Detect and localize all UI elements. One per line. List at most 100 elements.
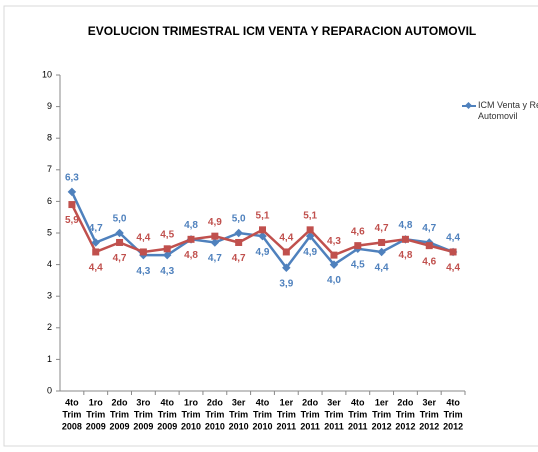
value-label: 4,6 (351, 226, 365, 237)
marker (139, 248, 147, 256)
x-tick-label: 2012 (372, 421, 392, 431)
value-label: 4,5 (160, 229, 174, 240)
y-tick-label: 3 (47, 291, 52, 301)
value-label: 4,6 (422, 256, 436, 267)
x-tick-label: Trim (301, 409, 320, 419)
y-tick-label: 4 (47, 259, 52, 269)
x-tick-label: Trim (324, 409, 343, 419)
x-tick-label: Trim (420, 409, 439, 419)
x-tick-label: Trim (277, 409, 296, 419)
y-tick-label: 9 (47, 101, 52, 111)
x-tick-label: Trim (86, 409, 105, 419)
x-tick-label: 2012 (443, 421, 463, 431)
value-label: 4,7 (89, 223, 103, 234)
x-tick-label: 2011 (348, 421, 368, 431)
value-label: 4,8 (184, 250, 198, 261)
value-label: 5,0 (113, 214, 127, 225)
chart-border (3, 5, 538, 447)
value-label: 4,4 (279, 233, 293, 244)
y-tick-label: 8 (47, 133, 52, 143)
value-label: 4,9 (208, 217, 222, 228)
x-tick-label: Trim (396, 409, 415, 419)
x-tick-label: 2009 (86, 421, 106, 431)
marker (354, 242, 362, 250)
x-tick-label: 4to (351, 397, 365, 407)
marker (162, 250, 172, 260)
x-tick-label: 2010 (205, 421, 225, 431)
marker (116, 238, 124, 246)
value-label: 4,7 (232, 253, 246, 264)
x-tick-label: 2009 (133, 421, 153, 431)
x-tick-label: Trim (158, 409, 177, 419)
x-tick-label: 3ro (136, 397, 151, 407)
x-tick-label: Trim (62, 409, 81, 419)
x-tick-label: 3er (423, 397, 437, 407)
marker (67, 187, 77, 197)
x-tick-label: 2012 (395, 421, 415, 431)
legend-marker (464, 101, 473, 110)
x-tick-label: 1ro (184, 397, 199, 407)
x-tick-label: 1ro (89, 397, 104, 407)
x-tick-label: 2010 (229, 421, 249, 431)
marker (187, 235, 195, 243)
x-tick-label: 2010 (181, 421, 201, 431)
y-tick-label: 7 (47, 164, 52, 174)
marker (235, 238, 243, 246)
value-label: 4,5 (351, 259, 365, 270)
value-label: 5,1 (303, 210, 317, 221)
x-tick-label: 4to (446, 397, 460, 407)
value-label: 5,1 (256, 210, 270, 221)
x-tick-label: 2do (397, 397, 414, 407)
x-tick-label: Trim (229, 409, 248, 419)
marker (378, 238, 386, 246)
value-label: 4,7 (208, 253, 222, 264)
marker (425, 242, 433, 250)
y-tick-label: 6 (47, 196, 52, 206)
legend: ICM Venta y Reparacion Automovil (478, 100, 538, 122)
x-tick-label: 2do (207, 397, 224, 407)
marker (259, 226, 266, 234)
marker (282, 263, 291, 273)
marker (449, 248, 457, 256)
marker (282, 248, 290, 256)
x-tick-label: Trim (253, 409, 272, 419)
y-tick-label: 10 (42, 69, 52, 79)
x-tick-label: 2011 (300, 421, 320, 431)
y-tick-label: 5 (47, 227, 52, 237)
x-tick-label: 2do (302, 397, 319, 407)
x-tick-label: Trim (372, 409, 391, 419)
marker (306, 226, 314, 234)
x-tick-label: 4to (256, 397, 270, 407)
marker (377, 247, 386, 257)
chart-title: EVOLUCION TRIMESTRAL ICM VENTA Y REPARAC… (88, 24, 476, 38)
x-tick-label: 2009 (157, 421, 177, 431)
value-label: 6,3 (65, 173, 79, 184)
marker (211, 232, 219, 240)
x-tick-label: Trim (134, 409, 153, 419)
value-label: 4,4 (446, 263, 460, 274)
x-tick-label: 2011 (277, 421, 297, 431)
marker (258, 231, 267, 241)
x-tick-label: Trim (110, 409, 129, 419)
marker (305, 231, 315, 241)
value-label: 4,8 (184, 220, 198, 231)
value-label: 4,4 (136, 233, 150, 244)
marker (329, 260, 339, 269)
x-tick-label: Trim (182, 409, 201, 419)
x-tick-label: Trim (348, 409, 367, 419)
value-label: 4,3 (327, 236, 341, 247)
x-tick-label: Trim (205, 409, 224, 419)
x-tick-label: Trim (444, 409, 463, 419)
value-label: 4,4 (446, 233, 460, 244)
marker (92, 248, 100, 256)
x-tick-label: 2008 (62, 421, 82, 431)
y-tick-label: 2 (47, 322, 52, 332)
legend-label: ICM Venta y Reparacion Automovil (478, 100, 538, 121)
value-label: 4,7 (113, 253, 127, 264)
x-tick-label: 2011 (324, 421, 344, 431)
x-tick-label: 3er (232, 397, 246, 407)
marker (330, 251, 338, 259)
y-tick-label: 0 (47, 385, 52, 395)
